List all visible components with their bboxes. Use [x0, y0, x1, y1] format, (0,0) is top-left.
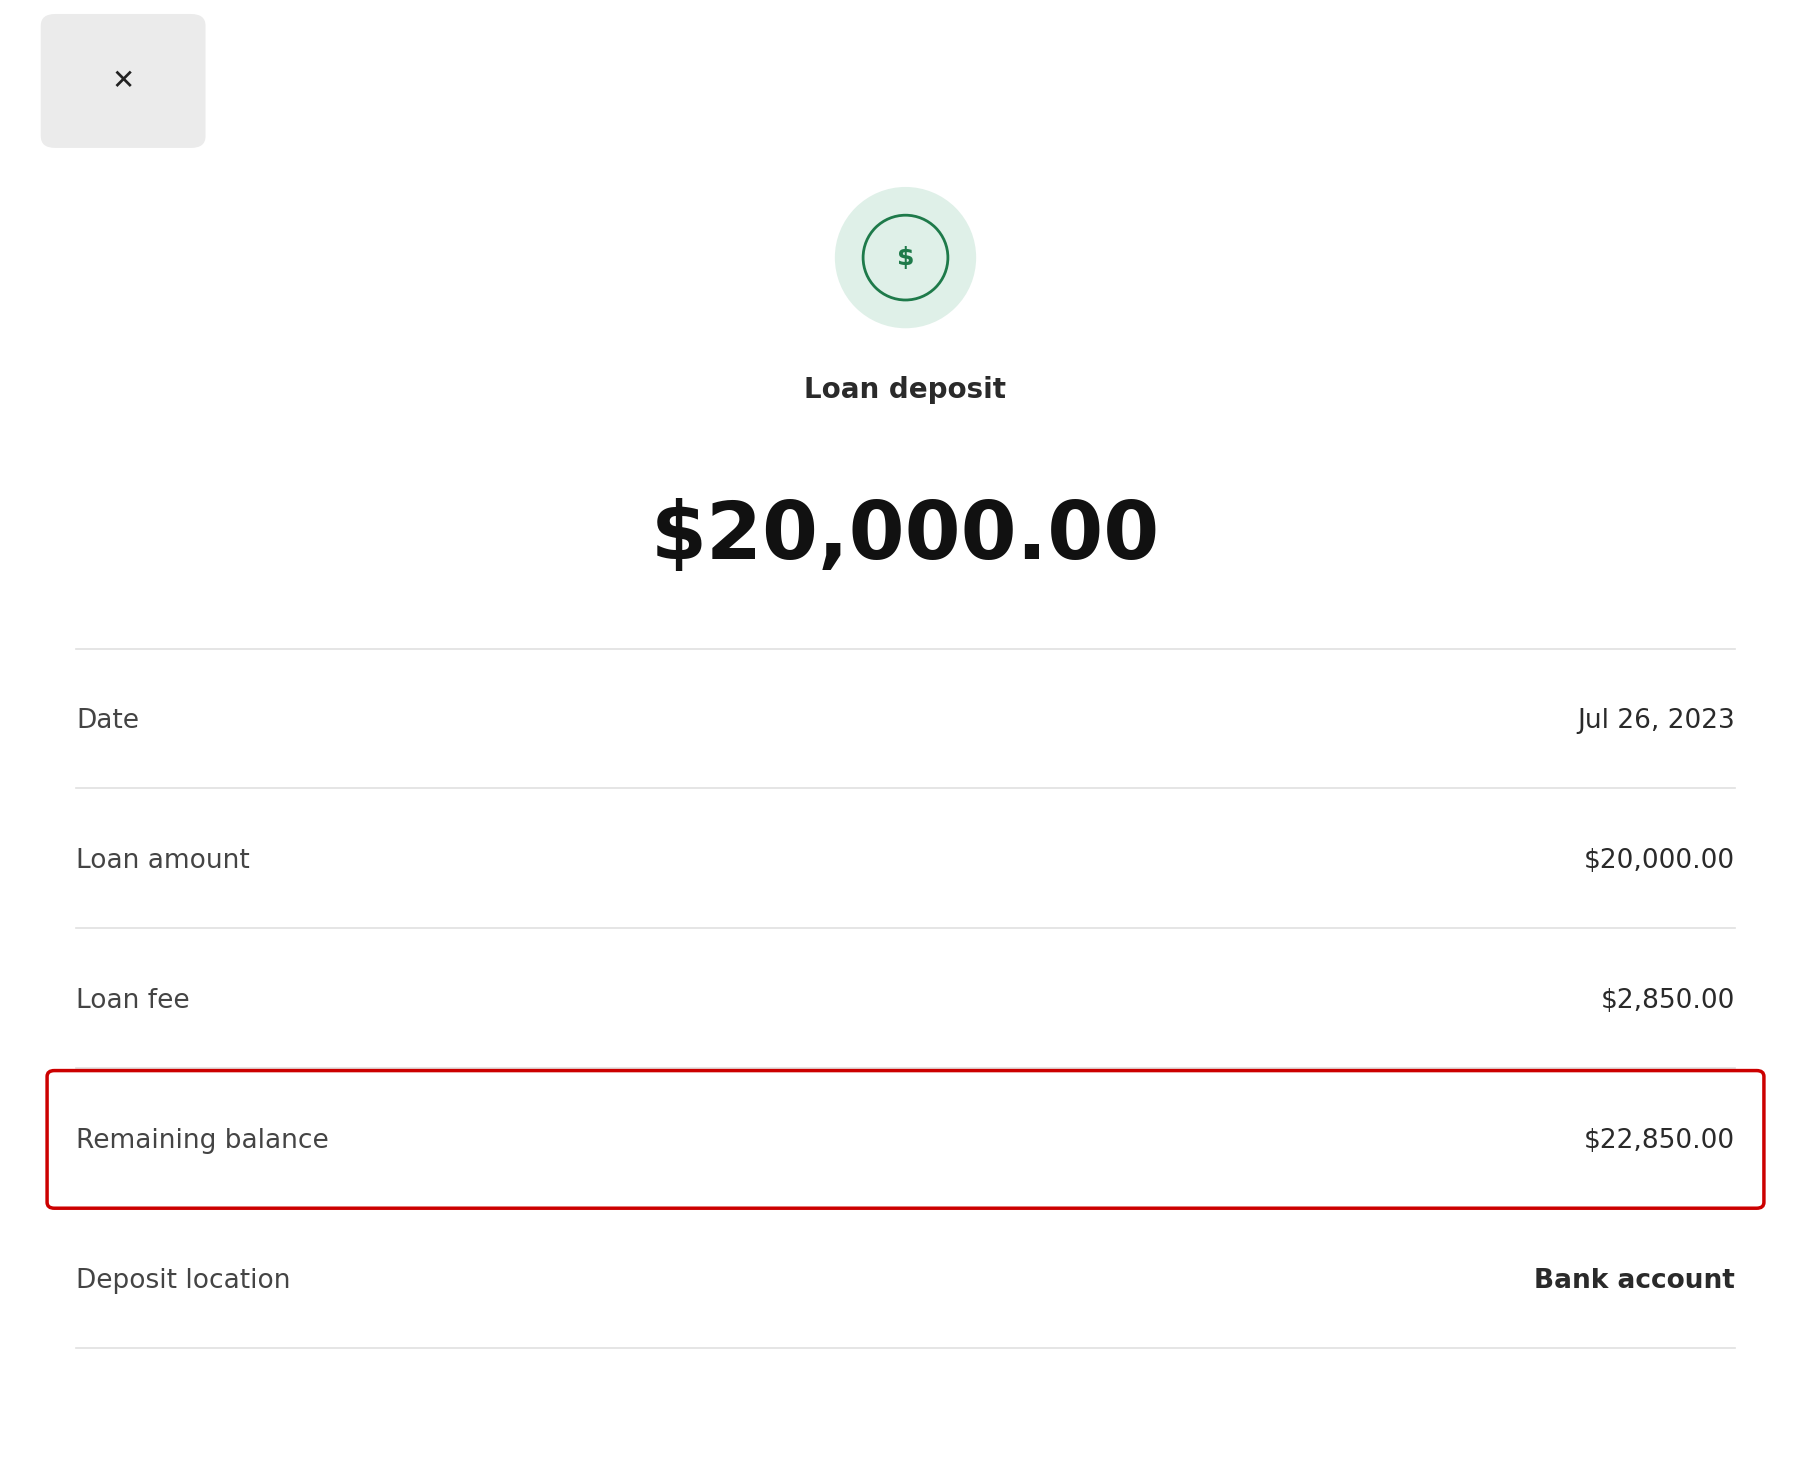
- Text: Date: Date: [76, 708, 139, 735]
- Text: $2,850.00: $2,850.00: [1601, 988, 1735, 1014]
- Text: $: $: [896, 246, 915, 269]
- Text: Jul 26, 2023: Jul 26, 2023: [1577, 708, 1735, 735]
- Ellipse shape: [835, 187, 976, 328]
- Text: Loan deposit: Loan deposit: [804, 375, 1007, 405]
- Text: Loan fee: Loan fee: [76, 988, 190, 1014]
- Text: $20,000.00: $20,000.00: [650, 499, 1161, 576]
- Text: Loan amount: Loan amount: [76, 848, 250, 874]
- Text: Remaining balance: Remaining balance: [76, 1128, 330, 1154]
- Text: $20,000.00: $20,000.00: [1585, 848, 1735, 874]
- Text: Deposit location: Deposit location: [76, 1267, 290, 1294]
- Text: $22,850.00: $22,850.00: [1585, 1128, 1735, 1154]
- FancyBboxPatch shape: [42, 15, 206, 149]
- Text: Bank account: Bank account: [1534, 1267, 1735, 1294]
- Text: ✕: ✕: [112, 66, 134, 96]
